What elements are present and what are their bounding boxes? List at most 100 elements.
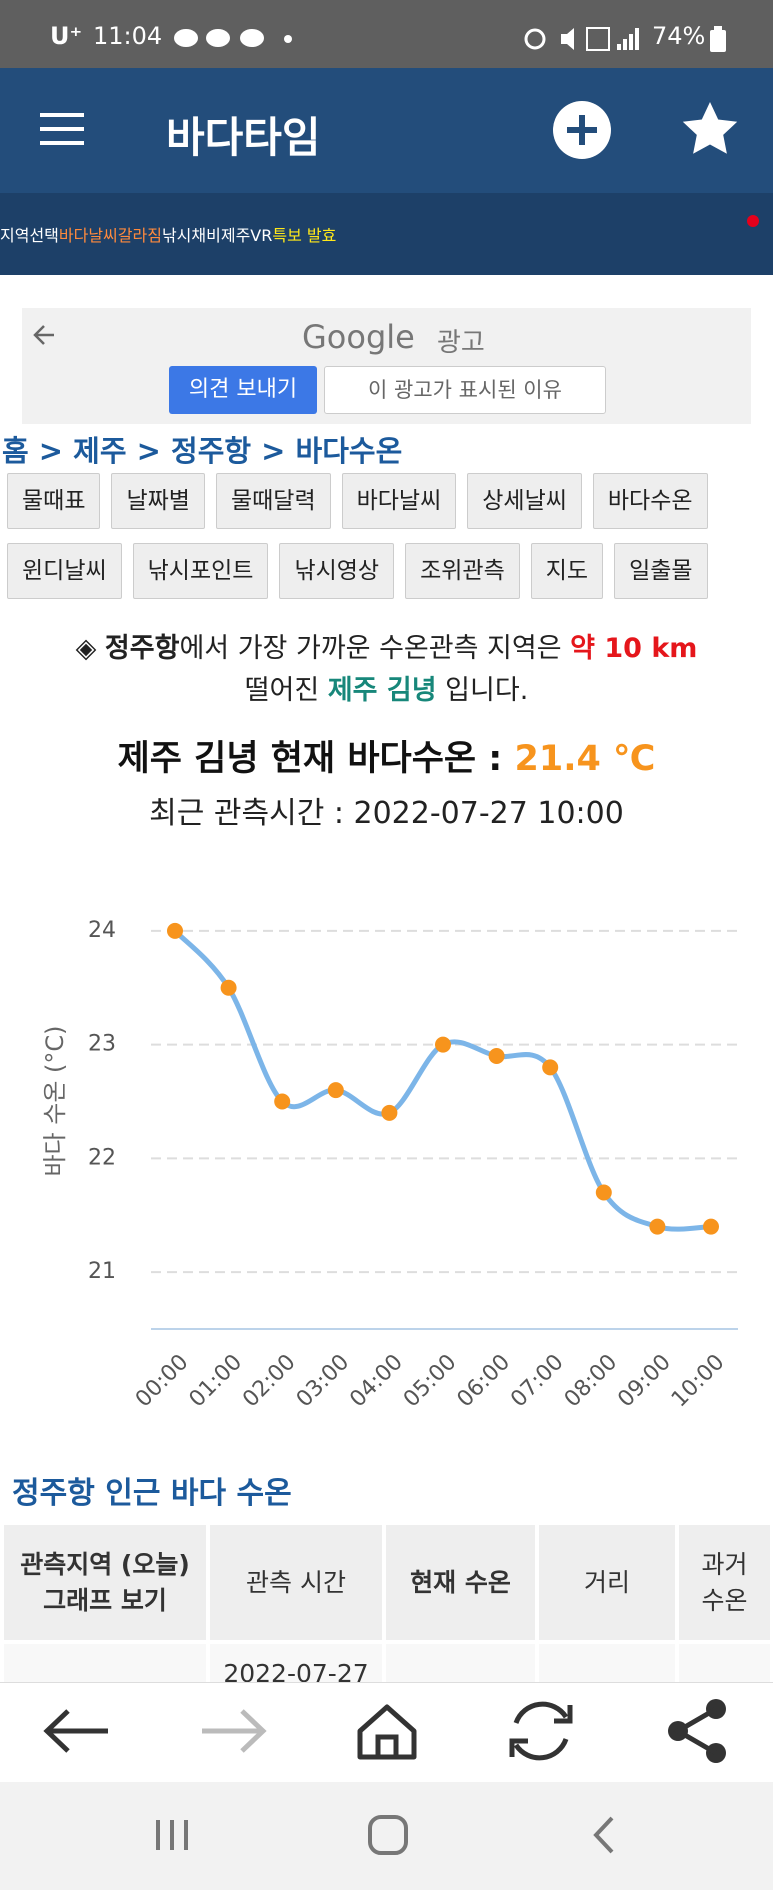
info-text: 에서 가장 가까운 수온관측 지역은 bbox=[179, 633, 571, 664]
nav-bar: 지역선택 바다날씨 갈라짐 낚시채비 제주VR 특보 발효 bbox=[0, 193, 773, 275]
table-header: 관측지역 (오늘) 그래프 보기 bbox=[4, 1525, 206, 1640]
data-point bbox=[595, 1184, 612, 1201]
tab-button[interactable]: 낚시영상 bbox=[279, 543, 395, 599]
tab-button[interactable]: 조위관측 bbox=[405, 543, 520, 599]
y-axis-title: 바다 수온 (°C) bbox=[41, 1025, 69, 1176]
ad-feedback-button[interactable]: 의견 보내기 bbox=[169, 366, 317, 414]
x-tick-label: 08:00 bbox=[560, 1350, 623, 1413]
system-nav bbox=[0, 1782, 773, 1890]
tab-button[interactable]: 바다수온 bbox=[592, 473, 708, 529]
tab-row: 윈디날씨 낚시포인트 낚시영상 조위관측 지도 일출몰 bbox=[7, 543, 708, 599]
tab-button[interactable]: 일출몰 bbox=[614, 543, 708, 599]
back-key[interactable] bbox=[593, 1816, 614, 1854]
home-button[interactable] bbox=[357, 1704, 417, 1760]
favorite-button[interactable] bbox=[680, 100, 740, 160]
tab-row: 물때표 날짜별 물때달력 바다날씨 상세날씨 바다수온 bbox=[7, 473, 708, 529]
data-point bbox=[274, 1093, 291, 1110]
data-point bbox=[649, 1218, 666, 1235]
table-header: 현재 수온 bbox=[386, 1525, 535, 1640]
info-text: ◈ 정주항에서 가장 가까운 수온관측 지역은 약 10 km 떨어진 제주 김… bbox=[0, 628, 773, 712]
observation-time: 최근 관측시간 : 2022-07-27 10:00 bbox=[149, 796, 624, 831]
home-key[interactable] bbox=[368, 1815, 408, 1855]
recent-apps[interactable] bbox=[156, 1820, 188, 1850]
x-tick-label: 06:00 bbox=[453, 1350, 516, 1413]
x-tick-label: 07:00 bbox=[506, 1350, 569, 1413]
tab-button[interactable]: 물때달력 bbox=[215, 473, 331, 529]
tab-button[interactable]: 윈디날씨 bbox=[7, 543, 122, 599]
ad-back[interactable] bbox=[32, 322, 58, 348]
toolbar-icons bbox=[43, 1699, 726, 1763]
tab-button[interactable]: 바다날씨 bbox=[341, 473, 457, 529]
tab-button[interactable]: 상세날씨 bbox=[467, 473, 582, 529]
data-point bbox=[542, 1059, 559, 1076]
data-point bbox=[381, 1104, 398, 1121]
x-tick-label: 01:00 bbox=[185, 1350, 248, 1413]
nav-link[interactable]: 특보 발효 bbox=[272, 226, 337, 245]
info-text: 떨어진 bbox=[244, 675, 328, 706]
tab-button[interactable]: 물때표 bbox=[7, 473, 101, 529]
status-bar: U⁺ 11:04 74% bbox=[0, 0, 773, 68]
x-tick-label: 09:00 bbox=[613, 1350, 676, 1413]
refresh-button[interactable] bbox=[509, 1701, 573, 1761]
x-tick-label: 03:00 bbox=[292, 1350, 355, 1413]
ad-brand: Google bbox=[302, 318, 415, 356]
battery-percent: 74% bbox=[652, 22, 706, 50]
clock: 11:04 bbox=[93, 22, 163, 50]
browser-toolbar bbox=[0, 1682, 773, 1783]
info-port: 정주항 bbox=[104, 633, 180, 664]
x-tick-label: 10:00 bbox=[667, 1350, 730, 1413]
y-tick-label: 23 bbox=[88, 1032, 116, 1057]
battery-icon bbox=[710, 26, 726, 52]
x-tick-label: 02:00 bbox=[238, 1350, 301, 1413]
share-button[interactable] bbox=[668, 1699, 726, 1763]
table-header: 관측 시간 bbox=[210, 1525, 382, 1640]
y-tick-label: 24 bbox=[88, 918, 116, 943]
table-header: 과거 수온 bbox=[679, 1525, 770, 1640]
data-point bbox=[167, 922, 183, 939]
x-tick-label: 00:00 bbox=[131, 1350, 194, 1413]
app-title: 바다타임 bbox=[166, 113, 321, 162]
forward-button[interactable] bbox=[202, 1709, 267, 1753]
x-tick-label: 04:00 bbox=[345, 1350, 408, 1413]
nav-link[interactable]: 바다날씨 bbox=[58, 226, 118, 245]
tab-button[interactable]: 날짜별 bbox=[111, 473, 205, 529]
data-point bbox=[435, 1036, 451, 1053]
back-button[interactable] bbox=[43, 1709, 108, 1753]
data-point bbox=[220, 979, 237, 996]
ad-banner: Google 광고 의견 보내기 이 광고가 표시된 이유 bbox=[22, 308, 751, 424]
data-line bbox=[173, 929, 712, 1232]
chart: 21 22 23 24 바다 수온 (°C) 00:0001:0002:0003:0004… bbox=[41, 918, 738, 1413]
carrier: U⁺ bbox=[50, 22, 83, 50]
info-text: 입니다. bbox=[436, 675, 529, 706]
add-button[interactable] bbox=[552, 100, 612, 160]
info-mark: ◈ bbox=[75, 633, 97, 664]
summary: 제주 김녕 현재 바다수온 : 21.4 ℃ bbox=[0, 730, 773, 781]
app-header: 바다타임 bbox=[0, 68, 773, 193]
section-title: 정주항 인근 바다 수온 bbox=[12, 1476, 292, 1511]
nav-link[interactable]: 제주VR bbox=[220, 226, 273, 245]
tab-button[interactable]: 지도 bbox=[530, 543, 604, 599]
system-nav-icons bbox=[156, 1815, 614, 1855]
data-point bbox=[488, 1048, 505, 1064]
nav-link[interactable]: 낚시채비 bbox=[161, 226, 221, 245]
data-point bbox=[703, 1218, 719, 1235]
y-tick-label: 21 bbox=[88, 1259, 116, 1284]
nav-link[interactable]: 갈라짐 bbox=[117, 226, 162, 245]
ad-label: 광고 bbox=[437, 328, 485, 358]
nav-link[interactable]: 지역선택 bbox=[0, 226, 59, 245]
tab-button[interactable]: 낚시포인트 bbox=[132, 543, 269, 599]
notification-icons bbox=[174, 29, 292, 47]
alert-dot bbox=[747, 215, 759, 227]
system-icons bbox=[524, 27, 639, 51]
summary-value: 21.4 ℃ bbox=[514, 739, 656, 779]
info-distance: 약 10 km bbox=[570, 633, 698, 664]
info-station: 제주 김녕 bbox=[327, 675, 437, 706]
y-tick-label: 22 bbox=[88, 1145, 116, 1170]
menu-button[interactable] bbox=[40, 113, 86, 147]
table-header: 거리 bbox=[539, 1525, 675, 1640]
summary-label: 제주 김녕 현재 바다수온 : bbox=[117, 739, 515, 779]
x-tick-label: 05:00 bbox=[399, 1350, 462, 1413]
ad-why-button[interactable]: 이 광고가 표시된 이유 bbox=[324, 366, 606, 414]
